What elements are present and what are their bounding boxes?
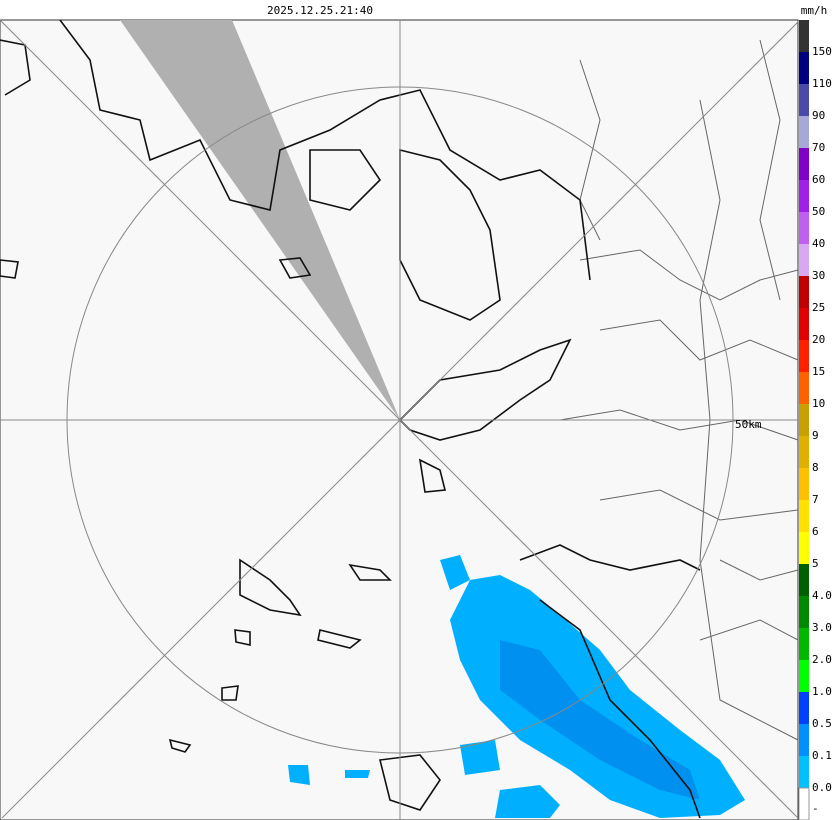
scale-label: 25 (812, 301, 825, 314)
scale-label: 30 (812, 269, 825, 282)
rain-echo (288, 555, 745, 818)
scale-label: 2.0 (812, 653, 832, 666)
unit-label: mm/h (801, 4, 828, 17)
scale-swatch (799, 212, 809, 244)
scale-label: 150 (812, 45, 832, 58)
scale-swatch (799, 628, 809, 660)
scale-label: 10 (812, 397, 825, 410)
scale-swatch (799, 276, 809, 308)
scale-label: 5 (812, 557, 819, 570)
scale-label: 15 (812, 365, 825, 378)
scale-label: 110 (812, 77, 832, 90)
scale-swatch (799, 308, 809, 340)
scale-swatch (799, 532, 809, 564)
color-scale: 150 110 90 70 60 50 40 30 25 20 15 10 9 8 7 6 5 4.0 3.0 2.0… (798, 20, 832, 820)
scale-label: 70 (812, 141, 825, 154)
timestamp: 2025.12.25.21:40 (267, 4, 373, 17)
scale-swatch (799, 660, 809, 692)
scale-label: 50 (812, 205, 825, 218)
scale-label: 60 (812, 173, 825, 186)
scale-label: 7 (812, 493, 819, 506)
scale-swatch (799, 52, 809, 84)
scale-swatch (799, 244, 809, 276)
map-area: 50km (0, 19, 799, 820)
coastline (0, 19, 701, 819)
scale-label: 0.1 (812, 749, 832, 762)
scale-label: 20 (812, 333, 825, 346)
scale-label: 9 (812, 429, 819, 442)
scale-swatch (799, 692, 809, 724)
scale-swatch (799, 340, 809, 372)
scale-swatch (799, 756, 809, 788)
scale-label: 0.0 (812, 781, 832, 794)
scale-swatch (798, 787, 810, 820)
scale-swatch (799, 116, 809, 148)
range-label: 50km (735, 418, 762, 431)
scale-label: 1.0 (812, 685, 832, 698)
scale-label: 0.5 (812, 717, 832, 730)
scale-swatch (799, 436, 809, 468)
scale-swatch (799, 84, 809, 116)
scale-swatch (799, 372, 809, 404)
scale-swatch (799, 468, 809, 500)
scale-label: 8 (812, 461, 819, 474)
scale-swatch (799, 148, 809, 180)
scale-swatch (799, 500, 809, 532)
scale-label: 40 (812, 237, 825, 250)
scale-swatch (799, 596, 809, 628)
scale-label: 6 (812, 525, 819, 538)
blocked-beam (120, 20, 400, 420)
scale-swatch (799, 20, 809, 52)
scale-label: - (812, 802, 819, 815)
scale-swatch (799, 404, 809, 436)
scale-label: 90 (812, 109, 825, 122)
scale-label: 4.0 (812, 589, 832, 602)
scale-label: 3.0 (812, 621, 832, 634)
range-guides (0, 19, 799, 820)
scale-swatch (799, 564, 809, 596)
scale-swatch (799, 724, 809, 756)
scale-swatch (799, 180, 809, 212)
